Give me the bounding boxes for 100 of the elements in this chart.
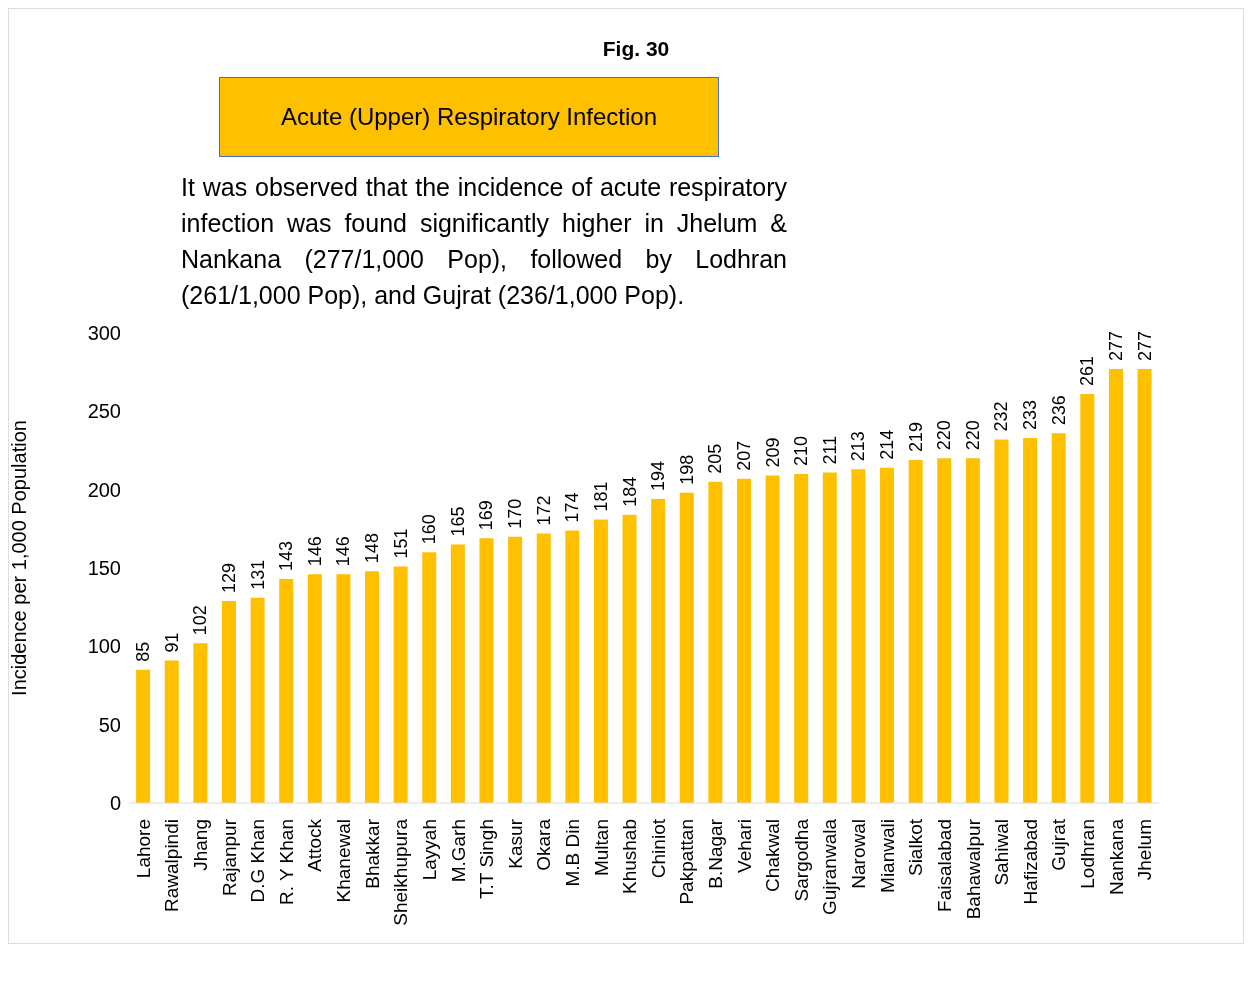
data-label: 210 [791,435,812,466]
data-label: 151 [390,528,411,559]
x-tick-label: Rawalpindi [161,819,183,912]
bar [136,669,151,803]
x-tick-label: Vehari [733,819,755,873]
bar [565,530,580,803]
bar [279,578,294,803]
bar [622,514,637,803]
data-label: 160 [419,514,440,545]
x-tick-label: M.Garh [447,819,469,883]
text: It was observed that the incidence of acute respiratory infection was found significantly higher in Jhelum & Nankana (277/1,000 Pop), followed by Lodhran (261/1,000 Pop), and Gujrat (236/1,000 Pop). [181,172,787,311]
x-tick-label: Khanewal [333,819,355,903]
x-tick-label: Lahore [132,819,154,879]
bar [765,475,780,803]
bar [1023,437,1038,803]
chart-subtitle: Acute (Upper) Respiratory Infection [219,77,719,157]
bar [794,474,809,803]
x-tick-label: Jhang [190,819,212,871]
data-label: 236 [1048,395,1069,426]
bar [1051,433,1066,803]
x-tick-label: Jhelum [1134,819,1156,881]
x-tick-label: Faisalabad [933,819,955,912]
data-label: 209 [762,437,783,468]
bar [1137,369,1152,803]
bar [994,439,1009,803]
bar [536,533,551,803]
bar [336,574,351,803]
bar [965,458,980,803]
bar [1108,369,1123,803]
bar [307,574,322,803]
bar [593,519,608,803]
bar [708,481,723,803]
x-tick-label: Gujranwala [819,818,841,916]
data-label: 181 [590,481,611,512]
bar [908,459,923,803]
bar [736,478,751,803]
data-label: 184 [619,476,640,507]
y-tick-label: 150 [87,557,121,580]
data-label: 143 [276,540,297,571]
bar [880,467,895,803]
bar [450,544,465,803]
y-tick-label: 200 [87,478,121,501]
y-tick-label: 300 [87,322,121,345]
data-label: 198 [676,454,697,485]
x-tick-label: Narowal [848,819,870,889]
x-tick-label: Chakwal [762,819,784,892]
data-label: 232 [991,401,1012,432]
x-tick-label: B.Nagar [705,818,727,889]
data-label: 261 [1077,356,1098,387]
bar [422,552,437,803]
data-label: 91 [161,632,182,653]
bar [221,600,236,803]
bar [164,660,179,803]
x-tick-label: Khushab [619,819,641,895]
data-label: 146 [333,536,354,567]
bar [651,499,666,803]
x-tick-label: Hafizabad [1019,819,1041,905]
bar [937,458,952,803]
x-tick-label: D.G Khan [247,819,269,903]
data-label: 146 [304,536,325,567]
x-tick-label: T.T Singh [476,819,498,899]
data-label: 172 [533,495,554,526]
y-axis-title: Incidence per 1,000 Population [8,420,31,696]
data-label: 233 [1020,399,1041,430]
bar [822,472,837,803]
data-label: 220 [934,420,955,451]
data-label: 148 [362,533,383,564]
x-tick-label: Sialkot [905,818,927,877]
data-label: 213 [848,431,869,462]
x-tick-label: Bhakkar [361,818,383,889]
bar [1080,394,1095,803]
bar [679,492,694,803]
x-tick-label: Bahawalpur [962,818,984,920]
y-tick-label: 250 [87,400,121,423]
bar [193,643,208,803]
data-label: 214 [877,429,898,460]
data-label: 194 [648,461,669,492]
data-label: 277 [1105,330,1126,362]
data-label: 131 [247,559,268,590]
data-label: 170 [505,498,526,529]
bar [393,566,408,803]
y-tick-label: 50 [98,713,121,736]
x-tick-label: Lodhran [1076,819,1098,889]
x-tick-label: Rajanpur [218,818,240,897]
x-tick-label: M.B Din [561,819,583,887]
data-label: 165 [447,506,468,537]
x-tick-label: R. Y Khan [275,819,297,905]
data-label: 277 [1134,330,1155,362]
data-label: 169 [476,500,497,531]
data-label: 205 [705,443,726,474]
x-tick-label: Nankana [1105,818,1127,896]
bar [365,571,380,803]
bar [851,469,866,803]
data-label: 219 [905,421,926,452]
y-tick-label: 0 [109,792,121,815]
x-tick-label: Attock [304,818,326,872]
x-tick-label: Sheikhupura [390,818,412,926]
bar [508,536,523,803]
x-tick-label: Pakpattan [676,819,698,905]
data-label: 220 [962,420,983,451]
